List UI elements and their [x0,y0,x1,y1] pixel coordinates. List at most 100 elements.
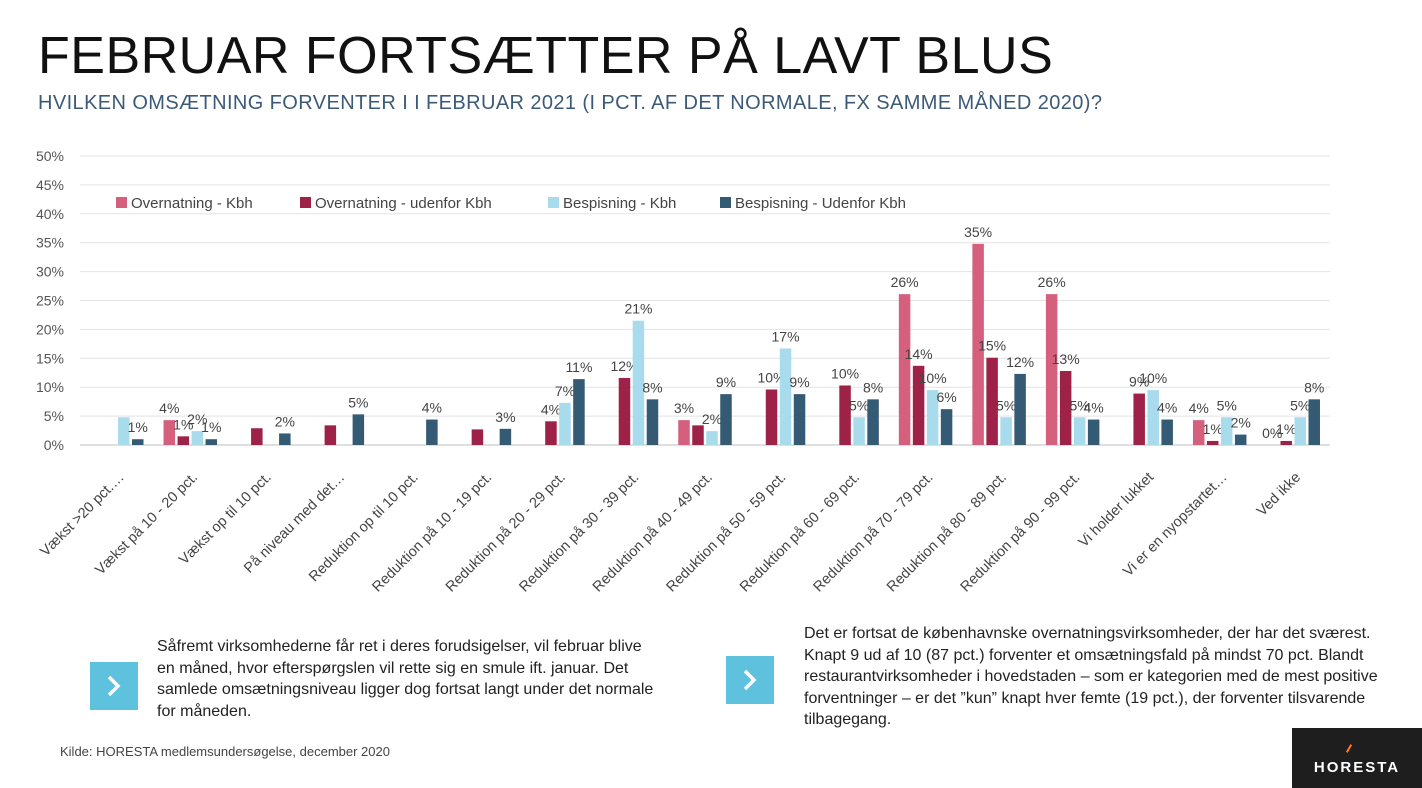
bar [1234,434,1247,445]
bar [471,429,484,445]
data-label: 5% [849,397,869,413]
horesta-logo: HORESTA [1292,728,1422,788]
left-note: Såfremt virksomhederne får ret i deres f… [157,638,654,720]
data-label: 1% [1203,421,1223,437]
right-arrow-button [726,656,774,704]
bar [1308,399,1320,445]
bar [132,439,144,445]
bar [1294,417,1306,445]
bar [926,390,939,445]
bar [1206,440,1219,445]
bar [706,431,718,445]
data-label: 4% [159,400,179,416]
bar [545,421,557,445]
data-label: 8% [642,379,662,395]
data-label: 5% [1217,397,1237,413]
data-label: 17% [772,328,800,344]
data-label: 4% [1157,400,1177,416]
bar [1045,294,1058,445]
bar [1192,420,1205,445]
bar [779,348,792,445]
bar [191,431,204,445]
bar [972,243,984,445]
data-label: 14% [905,346,933,362]
bar [1161,419,1173,445]
page-title: FEBRUAR FORTSÆTTER PÅ LAVT BLUS [38,27,1054,85]
x-tick-label: Reduktion på 70 - 79 pct. [811,470,937,596]
y-tick-label: 0% [44,437,64,453]
bar [426,419,438,445]
y-tick-label: 10% [36,379,64,395]
bar [618,377,631,445]
legend-swatch [720,197,731,208]
logo-accent-mark [1345,744,1353,753]
bar [765,389,778,445]
data-label: 1% [1276,421,1296,437]
logo-text: HORESTA [1313,758,1401,776]
x-tick-label: Reduktion på 10 - 19 pct. [369,470,495,596]
data-label: 10% [831,365,859,381]
y-tick-label: 15% [36,350,64,366]
bar [1000,417,1012,445]
data-label: 8% [863,379,883,395]
bar [118,417,130,445]
legend-swatch [116,197,127,208]
data-label: 13% [1052,351,1080,367]
bar [177,436,190,445]
data-label: 4% [1084,400,1104,416]
bar [499,428,512,445]
x-tick-label: Reduktion på 80 - 89 pct. [884,470,1010,596]
y-tick-label: 40% [36,206,64,222]
x-tick-label: Ved ikke [1254,470,1304,520]
x-tick-label: Reduktion på 50 - 59 pct. [663,470,789,596]
data-label: 7% [555,383,575,399]
data-label: 1% [173,416,193,432]
y-tick-label: 5% [44,408,64,424]
data-label: 26% [891,274,919,290]
y-tick-label: 35% [36,235,64,251]
chevron-right-icon [107,675,121,697]
data-label: 21% [624,301,652,317]
bar [632,320,645,445]
data-label: 8% [1304,379,1324,395]
bar [163,420,176,445]
legend-swatch [300,197,311,208]
bar [1280,440,1292,445]
data-label: 11% [565,359,592,375]
bar [1059,371,1072,445]
legend-label: Bespisning - Udenfor Kbh [735,195,906,212]
bar [559,402,571,445]
legend-label: Overnatning - udenfor Kbh [315,195,492,212]
bar [1087,419,1100,445]
data-label: 9% [789,374,809,390]
legend-label: Bespisning - Kbh [563,195,676,212]
data-label: 9% [1129,374,1149,390]
bar [1133,393,1145,445]
x-tick-label: Reduktion på 40 - 49 pct. [590,470,716,596]
bar [1014,373,1026,445]
bar [1073,417,1086,445]
data-label: 10% [1139,370,1167,386]
bar [986,357,998,445]
bar [573,379,585,445]
data-label: 2% [1231,415,1251,431]
data-label: 5% [1290,397,1310,413]
bar [839,385,851,445]
data-label: 2% [187,411,207,427]
bar [205,439,218,445]
page-subtitle: HVILKEN OMSÆTNING FORVENTER I I FEBRUAR … [38,92,1103,114]
bar [912,365,925,445]
x-tick-label: Reduktion på 60 - 69 pct. [737,470,863,596]
x-tick-label: Reduktion på 90 - 99 pct. [958,470,1084,596]
bar [324,425,337,445]
data-label: 26% [1038,274,1066,290]
source-note: Kilde: HORESTA medlemsundersøgelse, dece… [60,744,390,759]
bar [1147,390,1159,445]
y-tick-label: 30% [36,264,64,280]
data-label: 6% [936,389,956,405]
right-note: Det er fortsat de københavnske overnatni… [804,625,1378,728]
chevron-right-icon [743,669,757,691]
bar [1220,417,1233,445]
y-tick-label: 20% [36,321,64,337]
data-label: 1% [201,419,221,435]
